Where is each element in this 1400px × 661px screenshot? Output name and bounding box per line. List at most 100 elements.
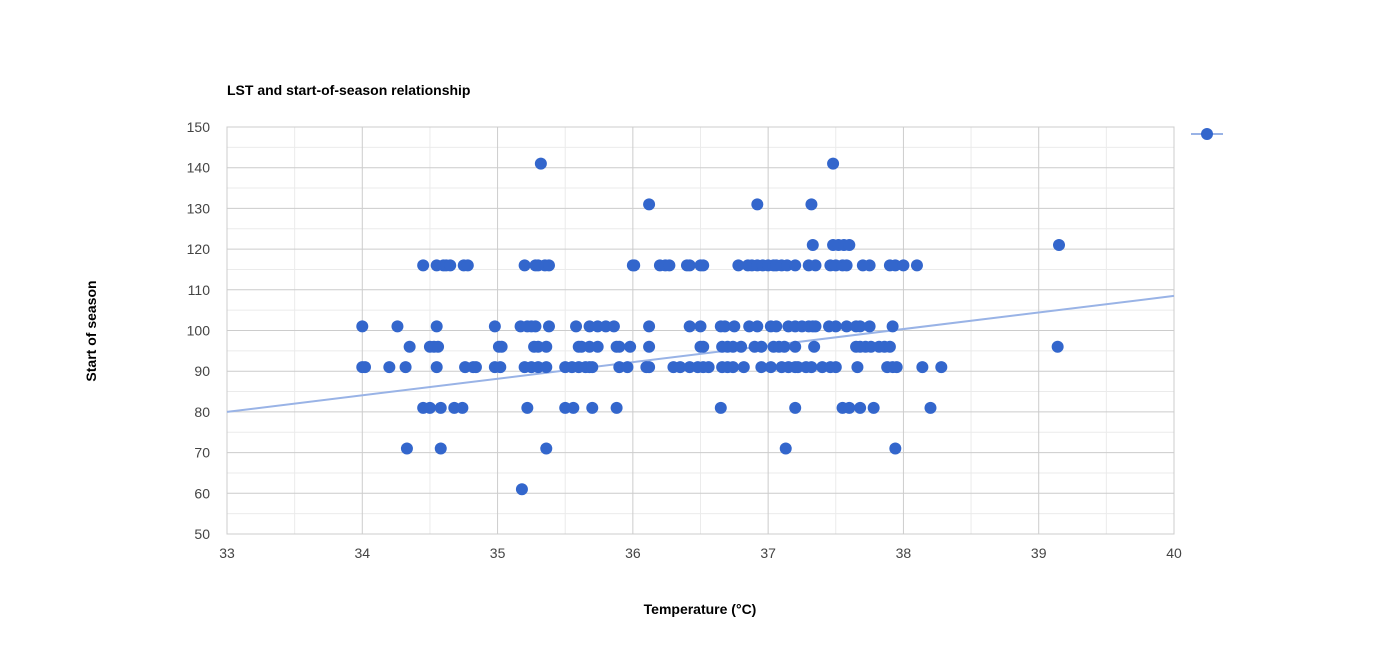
legend [1191,128,1223,140]
data-point [461,259,474,272]
x-tick-label: 34 [354,545,370,561]
data-point [643,198,656,211]
trendline-line [226,294,1175,413]
data-point [358,361,371,374]
data-point [643,320,656,333]
data-point [897,259,910,272]
data-point [726,361,739,374]
data-point [789,401,802,414]
data-point [456,401,469,414]
data-point [755,361,768,374]
data-point [607,320,620,333]
x-tick-label: 36 [625,545,641,561]
data-point [591,340,604,353]
y-tick-label: 70 [194,445,210,461]
data-point [1051,340,1064,353]
data-point [643,340,656,353]
data-point [697,340,710,353]
data-point [469,361,482,374]
data-point [805,198,818,211]
data-point [540,442,553,455]
data-point [935,361,948,374]
data-point [399,361,412,374]
data-point [521,401,534,414]
minor-gridlines [227,127,1174,534]
data-point [854,401,867,414]
data-point [910,259,923,272]
data-point [417,259,430,272]
data-point [735,340,748,353]
data-point [916,361,929,374]
data-point [391,320,404,333]
y-tick-label: 150 [187,119,211,135]
data-point [883,340,896,353]
chart-title: LST and start-of-season relationship [227,82,471,98]
data-point [863,259,876,272]
data-point [586,361,599,374]
x-tick-label: 39 [1031,545,1047,561]
data-point [540,340,553,353]
data-point [488,320,501,333]
data-point [694,320,707,333]
x-tick-label: 35 [490,545,506,561]
x-tick-label: 33 [219,545,235,561]
data-point [542,259,555,272]
data-point [534,157,547,170]
data-point [806,239,819,252]
data-point [764,361,777,374]
data-point [827,157,840,170]
y-tick-label: 60 [194,485,210,501]
data-point [840,259,853,272]
trendline [226,294,1175,413]
data-point [430,320,443,333]
data-point [434,442,447,455]
data-point [728,320,741,333]
data-point [621,361,634,374]
data-point [770,320,783,333]
data-point [383,361,396,374]
data-point [613,340,626,353]
data-point [778,340,791,353]
data-point [889,442,902,455]
data-point [356,320,369,333]
data-point [432,340,445,353]
data-point [495,340,508,353]
data-point [640,361,653,374]
data-point [403,340,416,353]
data-point [886,320,899,333]
legend-marker [1201,128,1213,140]
data-point [751,320,764,333]
data-point [400,442,413,455]
y-tick-label: 110 [188,282,211,298]
data-point [628,259,641,272]
data-point [843,239,856,252]
data-point [718,320,731,333]
data-point [434,401,447,414]
data-point [755,340,768,353]
y-tick-label: 50 [194,526,210,542]
data-point [610,401,623,414]
data-point [683,320,696,333]
data-point [890,361,903,374]
data-point [567,401,580,414]
data-point [423,401,436,414]
data-point [805,361,818,374]
data-point [697,259,710,272]
plot-area [226,126,1175,535]
data-point [624,340,637,353]
data-point [829,320,842,333]
y-tick-label: 130 [187,200,211,216]
data-point [430,361,443,374]
data-point [779,442,792,455]
data-point [674,361,687,374]
data-point [1053,239,1066,252]
x-tick-label: 40 [1166,545,1182,561]
y-tick-label: 80 [194,404,210,420]
data-point [542,320,555,333]
x-tick-label: 37 [760,545,776,561]
data-point [714,401,727,414]
data-point [789,259,802,272]
data-point [663,259,676,272]
data-point [924,401,937,414]
